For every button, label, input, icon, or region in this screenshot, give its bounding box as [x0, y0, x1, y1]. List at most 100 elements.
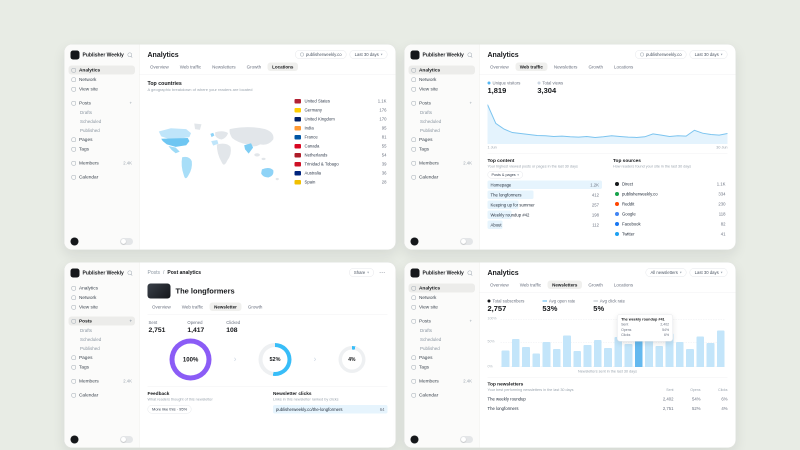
bar[interactable] [501, 350, 510, 367]
tab[interactable]: Locations [267, 62, 298, 71]
user-avatar[interactable] [70, 435, 79, 444]
sidebar-item[interactable]: Posts + [69, 99, 136, 108]
stat-total-views[interactable]: Total views 3,304 [537, 80, 564, 95]
sidebar-item[interactable]: Members 2.4K [69, 377, 136, 386]
sidebar-item[interactable]: Scheduled [69, 335, 136, 344]
tab[interactable]: Overview [490, 64, 509, 70]
bar[interactable] [604, 347, 612, 367]
bar[interactable] [593, 340, 602, 367]
sidebar-item[interactable]: Published [69, 126, 136, 135]
tab[interactable]: Growth [247, 304, 263, 310]
sidebar-item[interactable]: View site [409, 303, 476, 312]
bar[interactable] [696, 336, 704, 367]
date-range-selector[interactable]: Last 30 days ▾ [689, 50, 728, 59]
content-row[interactable]: Weekly roundup #42 198 [487, 210, 603, 219]
source-row[interactable]: Direct 1.1K [613, 180, 728, 189]
tab[interactable]: Growth [246, 64, 262, 70]
kebab-menu-icon[interactable]: ⋯ [379, 269, 386, 276]
newsletter-row[interactable]: The longformers 2,751 52% 4% [487, 405, 728, 411]
bar[interactable] [716, 330, 725, 367]
theme-toggle[interactable] [120, 436, 133, 443]
theme-toggle[interactable] [460, 238, 473, 245]
sidebar-item[interactable]: Members 2.4K [69, 159, 136, 168]
date-range-selector[interactable]: Last 30 days ▾ [689, 268, 728, 277]
sidebar-item[interactable]: Scheduled [409, 335, 476, 344]
search-icon[interactable] [127, 52, 134, 58]
stat-total-subscribers[interactable]: Total subscribers 2,757 [487, 298, 525, 313]
tab[interactable]: Newsletters [212, 64, 236, 70]
tab[interactable]: Growth [588, 64, 603, 70]
sidebar-item[interactable]: Network [69, 293, 136, 302]
sidebar-item[interactable]: Analytics [408, 65, 475, 75]
content-row[interactable]: About 112 [487, 220, 603, 229]
sidebar-item[interactable]: Published [409, 344, 476, 353]
bar[interactable] [563, 335, 571, 367]
site-selector[interactable]: publisherweekly.co [635, 50, 687, 59]
sidebar-item[interactable]: Pages [409, 353, 476, 362]
bar[interactable] [614, 337, 622, 367]
content-filter[interactable]: Posts & pages ▾ [487, 171, 523, 179]
share-button[interactable]: Share ▾ [348, 268, 374, 277]
source-row[interactable]: Facebook 82 [613, 220, 728, 229]
sidebar-item[interactable]: Analytics [68, 65, 135, 75]
user-avatar[interactable] [410, 435, 419, 444]
sidebar-item[interactable]: Scheduled [69, 117, 136, 126]
sidebar-item[interactable]: View site [409, 85, 476, 94]
newsletter-row[interactable]: The weekly roundup 2,402 54% 6% [487, 396, 728, 402]
sidebar-item[interactable]: View site [69, 303, 136, 312]
user-avatar[interactable] [410, 237, 419, 246]
feedback-pill[interactable]: More like this · 95% [147, 405, 192, 414]
sidebar-item[interactable]: Network [409, 75, 476, 84]
sidebar-item[interactable]: Calendar [409, 391, 476, 400]
tab[interactable]: Overview [152, 304, 171, 310]
tab[interactable]: Newsletters [553, 64, 578, 70]
sidebar-item[interactable]: View site [69, 85, 136, 94]
source-row[interactable]: Google 118 [613, 210, 728, 219]
sidebar-item[interactable]: Network [409, 293, 476, 302]
sidebar-item[interactable]: Published [409, 126, 476, 135]
sidebar-item[interactable]: Posts + [409, 99, 476, 108]
bar[interactable] [532, 353, 540, 367]
sidebar-item[interactable]: Tags [69, 363, 136, 372]
sidebar-item[interactable]: Posts + [68, 316, 135, 326]
search-icon[interactable] [127, 270, 134, 276]
sidebar-item[interactable]: Pages [69, 353, 136, 362]
bar[interactable] [686, 348, 694, 367]
bar[interactable] [645, 339, 653, 367]
bar[interactable] [573, 351, 581, 367]
sidebar-item[interactable]: Calendar [409, 173, 476, 182]
source-row[interactable]: publisherweekly.co 334 [613, 190, 728, 199]
bar[interactable] [583, 344, 592, 367]
sidebar-item[interactable]: Members 2.4K [409, 377, 476, 386]
tab[interactable]: Locations [613, 282, 634, 288]
link-row[interactable]: publisherweekly.co/the-longformers 64 [273, 405, 388, 414]
bar[interactable] [675, 342, 684, 367]
bar[interactable] [624, 343, 633, 367]
sidebar-item[interactable]: Calendar [69, 173, 136, 182]
sidebar-item[interactable]: Members 2.4K [409, 159, 476, 168]
user-avatar[interactable] [70, 237, 79, 246]
content-row[interactable]: Homepage 1.2K [487, 180, 602, 189]
stat-unique-visitors[interactable]: Unique visitors 1,819 [487, 80, 521, 95]
bar[interactable] [634, 324, 643, 367]
sidebar-item[interactable]: Drafts [69, 326, 136, 335]
bar[interactable] [542, 342, 551, 367]
theme-toggle[interactable] [120, 238, 133, 245]
sidebar-item[interactable]: Tags [409, 363, 476, 372]
theme-toggle[interactable] [460, 436, 473, 443]
sidebar-item[interactable]: Posts + [409, 317, 476, 326]
tab[interactable]: Web traffic [519, 282, 542, 288]
bar[interactable] [511, 339, 520, 367]
source-row[interactable]: Twitter 41 [613, 230, 728, 239]
sidebar-item[interactable]: Pages [69, 135, 136, 144]
sidebar-item[interactable]: Tags [69, 145, 136, 154]
sidebar-item[interactable]: Published [69, 344, 136, 353]
bar[interactable] [655, 345, 663, 367]
tab[interactable]: Web traffic [181, 304, 204, 310]
sidebar-item[interactable]: Scheduled [409, 117, 476, 126]
bar[interactable] [522, 346, 530, 367]
date-range-selector[interactable]: Last 30 days ▾ [349, 50, 388, 59]
content-row[interactable]: The longformers 412 [487, 190, 603, 199]
content-row[interactable]: Keeping up for summer 257 [487, 200, 603, 209]
breadcrumb-root[interactable]: Posts [147, 269, 161, 276]
